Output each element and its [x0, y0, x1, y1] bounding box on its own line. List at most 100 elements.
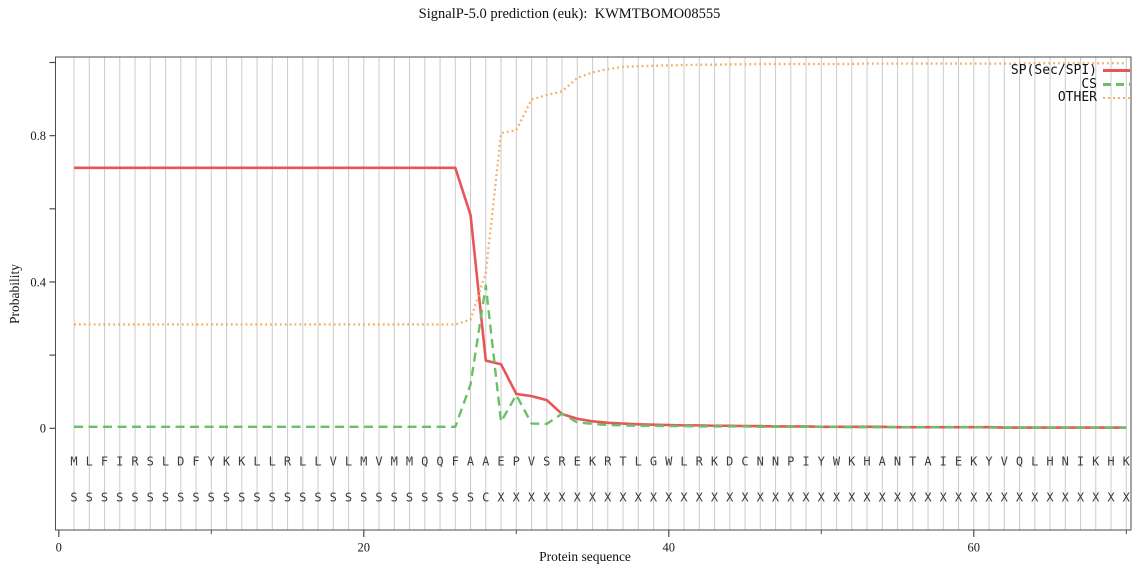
- residue-letter: P: [787, 455, 794, 469]
- residue-letter: X: [1123, 491, 1131, 505]
- residue-letter: X: [818, 491, 826, 505]
- residue-letter: K: [1123, 455, 1131, 469]
- residue-letter: L: [314, 455, 321, 469]
- cs-line-swatch: [1103, 82, 1130, 86]
- residue-letter: C: [741, 455, 748, 469]
- residue-letter: L: [1031, 455, 1038, 469]
- residue-letter: Q: [436, 455, 443, 469]
- legend-label-cs: CS: [1081, 76, 1097, 92]
- residue-letter: S: [345, 491, 352, 505]
- residue-letter: D: [726, 455, 733, 469]
- residue-letter: N: [757, 455, 764, 469]
- residue-letter: F: [192, 455, 199, 469]
- residue-letter: X: [924, 491, 932, 505]
- residue-letter: S: [116, 491, 123, 505]
- residue-letter: X: [604, 491, 612, 505]
- legend-item-cs: CS: [1011, 76, 1130, 92]
- residue-letter: V: [528, 455, 535, 469]
- residue-letter: V: [375, 455, 382, 469]
- residue-letter: X: [558, 491, 566, 505]
- residue-letter: I: [1077, 455, 1084, 469]
- residue-letter: W: [833, 455, 841, 469]
- residue-letter: X: [879, 491, 887, 505]
- residue-letter: X: [833, 491, 841, 505]
- residue-letter: E: [497, 455, 504, 469]
- residue-letter: S: [452, 491, 459, 505]
- residue-letter: X: [1062, 491, 1070, 505]
- chart-title: SignalP-5.0 prediction (euk): KWMTBOMO08…: [418, 6, 721, 22]
- residue-letter: X: [650, 491, 658, 505]
- residue-letter: X: [955, 491, 963, 505]
- residue-letter: Y: [208, 455, 216, 469]
- residue-letter: X: [1046, 491, 1054, 505]
- residue-letter: R: [558, 455, 566, 469]
- x-tick-label: 0: [56, 541, 62, 555]
- residue-letter: L: [269, 455, 276, 469]
- x-tick-label: 60: [968, 541, 981, 555]
- residue-letter: S: [406, 491, 413, 505]
- residue-letter: Q: [421, 455, 428, 469]
- residue-letter: Q: [1016, 455, 1023, 469]
- residue-letter: X: [680, 491, 688, 505]
- other-line-swatch: [1103, 96, 1130, 100]
- residue-letter: D: [177, 455, 184, 469]
- residue-letter: X: [1016, 491, 1024, 505]
- residue-letter: A: [482, 455, 490, 469]
- residue-letter: L: [162, 455, 169, 469]
- residue-letter: I: [116, 455, 123, 469]
- y-tick-label: 0.4: [30, 275, 46, 289]
- residue-letter: X: [513, 491, 521, 505]
- residue-letter: X: [1107, 491, 1115, 505]
- residue-letter: X: [787, 491, 795, 505]
- residue-letter: S: [101, 491, 108, 505]
- gridlines: [73, 57, 1127, 530]
- residue-letter: X: [848, 491, 856, 505]
- residue-letter: W: [665, 455, 673, 469]
- y-axis-ticks: 0 0.4 0.8: [30, 61, 56, 436]
- residue-letter: K: [711, 455, 719, 469]
- y-axis-label: Probability: [7, 264, 22, 324]
- residue-letter: X: [726, 491, 734, 505]
- legend-label-sp: SP(Sec/SPI): [1010, 63, 1097, 79]
- residue-letter: E: [574, 455, 581, 469]
- residue-letter: X: [497, 491, 505, 505]
- residue-letter: S: [436, 491, 443, 505]
- residue-letter: X: [635, 491, 643, 505]
- residue-letter: X: [665, 491, 673, 505]
- residue-letter: K: [1092, 455, 1100, 469]
- residue-letter: F: [452, 455, 459, 469]
- residue-letter: S: [223, 491, 230, 505]
- residue-letter: S: [330, 491, 337, 505]
- residue-letter: V: [330, 455, 337, 469]
- residue-letter: N: [894, 455, 901, 469]
- residue-letter: S: [131, 491, 138, 505]
- residue-letter: L: [345, 455, 352, 469]
- residue-letter: X: [772, 491, 780, 505]
- residue-letter: R: [284, 455, 292, 469]
- residue-letter: R: [604, 455, 612, 469]
- residue-letter: I: [802, 455, 809, 469]
- residue-letter: X: [619, 491, 627, 505]
- residue-letter: X: [802, 491, 810, 505]
- residue-letter: H: [863, 455, 870, 469]
- legend-item-sp: SP(Sec/SPI): [1010, 63, 1130, 79]
- residue-letter: T: [909, 455, 916, 469]
- residue-letter: S: [314, 491, 321, 505]
- residue-letter: K: [970, 455, 978, 469]
- residue-letter: X: [894, 491, 902, 505]
- legend: SP(Sec/SPI) CS OTHER: [1010, 63, 1130, 105]
- y-tick-label: 0: [40, 422, 46, 436]
- residue-letter: S: [299, 491, 306, 505]
- plot-border: [55, 56, 1132, 531]
- residue-letter: S: [192, 491, 199, 505]
- residue-letter: X: [589, 491, 597, 505]
- residue-letter: X: [528, 491, 536, 505]
- residue-letter: L: [253, 455, 260, 469]
- residue-letter: X: [757, 491, 765, 505]
- residue-letter: X: [985, 491, 993, 505]
- residue-letter: G: [650, 455, 657, 469]
- residue-letter: I: [940, 455, 947, 469]
